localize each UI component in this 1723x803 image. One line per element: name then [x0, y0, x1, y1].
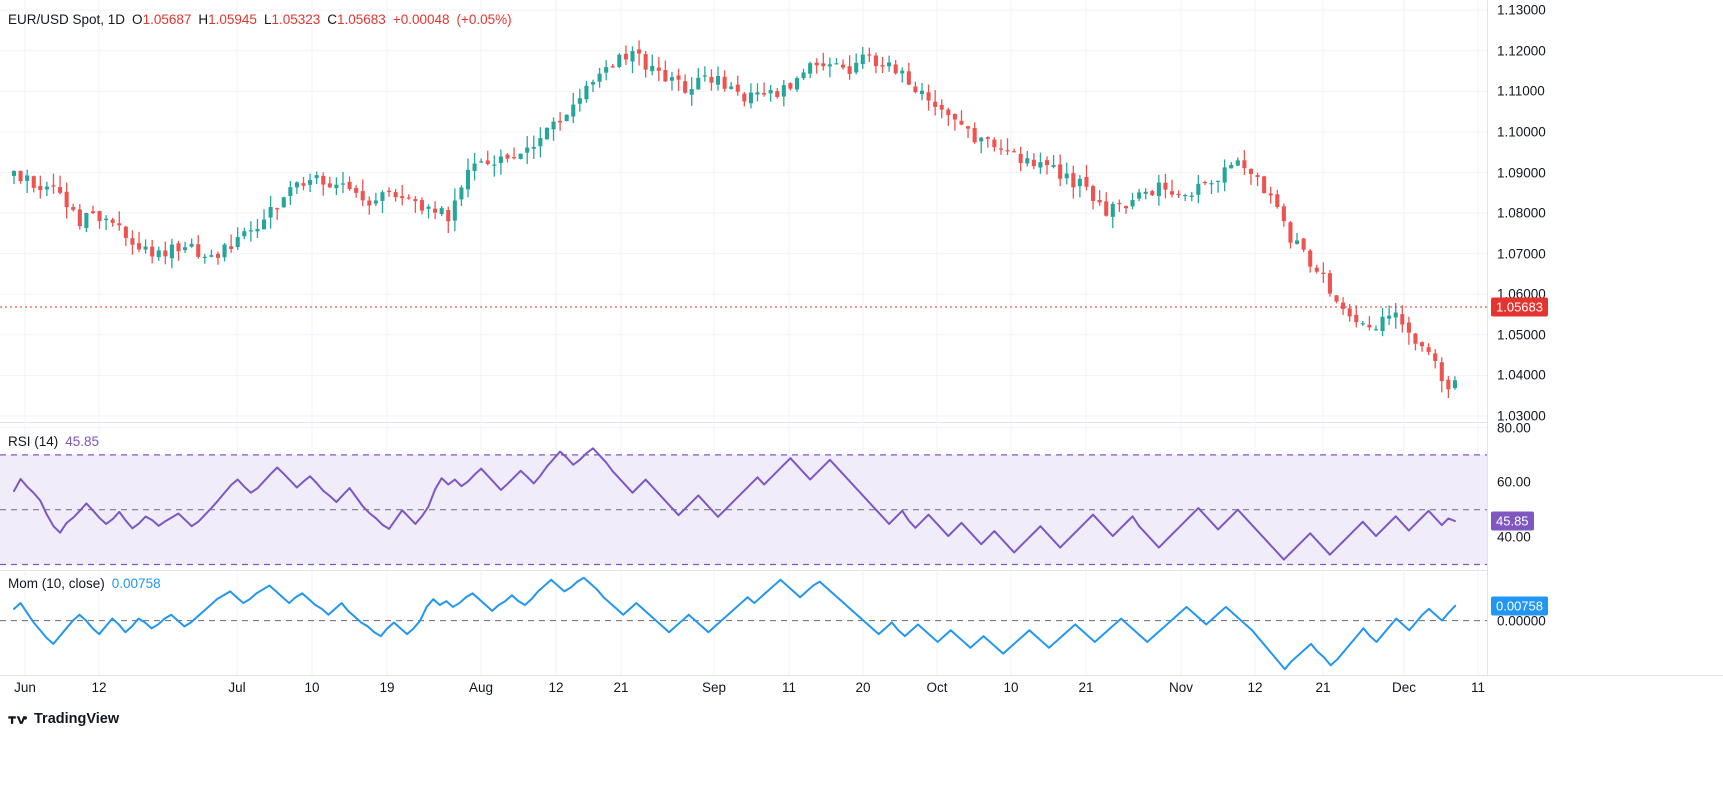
momentum-pane[interactable]: 0.00000 0.00758 Mom (10, close) 0.00758	[0, 570, 1723, 675]
close-key: C	[327, 12, 338, 27]
rsi-axis-divider	[1487, 422, 1488, 570]
time-axis-tick: Sep	[701, 680, 727, 695]
rsi-axis-tick: 80.00	[1497, 420, 1531, 435]
time-axis-divider	[0, 675, 1723, 676]
time-axis[interactable]: Jun 12 Jul 10 19 Aug 12 21 Sep 11 20 Oct 10 21 Nov 12 21…	[0, 675, 1723, 703]
price-axis-tick: 1.07000	[1497, 246, 1546, 262]
time-axis-tick: 12	[91, 680, 107, 695]
time-axis-tick: 19	[379, 680, 395, 695]
rsi-label: RSI (14)	[8, 434, 59, 449]
price-legend[interactable]: EUR/USD Spot, 1D O1.05687 H1.05945 L1.05323…	[8, 12, 512, 27]
low-value: 1.05323	[271, 12, 321, 27]
price-axis-tick: 1.12000	[1497, 43, 1546, 59]
time-axis-tick: 12	[548, 680, 564, 695]
price-axis-tick: 1.05000	[1497, 327, 1546, 343]
price-axis[interactable]: 1.13000 1.12000 1.11000 1.10000 1.09000 1.080…	[1487, 0, 1723, 424]
time-axis-tick: 12	[1247, 680, 1263, 695]
last-price-badge[interactable]: 1.05683	[1491, 297, 1548, 317]
price-axis-tick: 1.10000	[1497, 124, 1546, 140]
time-axis-tick: 20	[855, 680, 871, 695]
time-axis-tick: Jul	[228, 680, 246, 695]
price-axis-tick: 1.08000	[1497, 205, 1546, 221]
time-axis-tick: 10	[1003, 680, 1019, 695]
momentum-legend[interactable]: Mom (10, close) 0.00758	[8, 576, 161, 591]
momentum-plot-area[interactable]	[0, 570, 1487, 675]
rsi-axis[interactable]: 80.00 60.00 40.00 45.85	[1487, 420, 1723, 570]
price-plot-area[interactable]	[0, 0, 1487, 422]
rsi-legend[interactable]: RSI (14) 45.85	[8, 434, 99, 449]
time-axis-tick: 11	[781, 680, 797, 695]
momentum-value-badge[interactable]: 0.00758	[1491, 596, 1548, 616]
time-axis-tick: Aug	[468, 680, 494, 695]
change-value: +0.00048	[392, 12, 450, 27]
price-axis-tick: 1.04000	[1497, 367, 1546, 383]
high-key: H	[198, 12, 209, 27]
rsi-axis-tick: 40.00	[1497, 529, 1531, 545]
rsi-plot-area[interactable]	[0, 422, 1487, 570]
rsi-value: 45.85	[65, 434, 100, 449]
close-value: 1.05683	[337, 12, 386, 27]
time-axis-tick: 21	[613, 680, 629, 695]
time-axis-tick: 21	[1078, 680, 1094, 695]
momentum-pane-top-divider	[0, 570, 1723, 571]
time-axis-tick: 21	[1315, 680, 1331, 695]
rsi-pane-top-divider	[0, 422, 1723, 423]
price-axis-tick: 1.09000	[1497, 165, 1546, 180]
price-pane[interactable]: 1.13000 1.12000 1.11000 1.10000 1.09000 1.080…	[0, 0, 1723, 424]
time-axis-tick: Oct	[926, 680, 948, 695]
tradingview-mark-icon	[8, 716, 27, 724]
open-key: O	[132, 12, 143, 27]
rsi-axis-tick: 60.00	[1497, 474, 1531, 490]
time-axis-tick: Nov	[1168, 680, 1194, 695]
time-axis-tick: 11	[1470, 680, 1486, 695]
time-axis-tick: Jun	[14, 680, 36, 695]
momentum-label: Mom (10, close)	[8, 576, 105, 591]
tradingview-logo[interactable]: TradingView	[8, 711, 119, 727]
high-value: 1.05945	[208, 12, 257, 27]
rsi-value-badge[interactable]: 45.85	[1491, 511, 1534, 531]
change-percent: (+0.05%)	[456, 12, 512, 27]
momentum-axis[interactable]: 0.00000 0.00758	[1487, 570, 1723, 675]
time-axis-tick: 10	[304, 680, 320, 695]
momentum-axis-divider	[1487, 570, 1488, 675]
momentum-value: 0.00758	[111, 576, 161, 591]
price-axis-tick: 1.11000	[1497, 83, 1545, 99]
symbol-label: EUR/USD Spot, 1D	[8, 12, 126, 27]
price-axis-tick: 1.03000	[1497, 408, 1546, 424]
price-axis-divider	[1487, 0, 1488, 422]
tradingview-wordmark: TradingView	[34, 711, 120, 727]
momentum-axis-tick: 0.00000	[1497, 613, 1546, 629]
open-value: 1.05687	[142, 12, 192, 27]
low-key: L	[263, 12, 272, 27]
price-axis-tick: 1.13000	[1497, 2, 1546, 18]
chart-footer: TradingView	[0, 703, 1723, 803]
time-axis-tick: Dec	[1391, 680, 1417, 695]
rsi-pane[interactable]: 80.00 60.00 40.00 45.85 RSI (14) 45.85	[0, 420, 1723, 570]
